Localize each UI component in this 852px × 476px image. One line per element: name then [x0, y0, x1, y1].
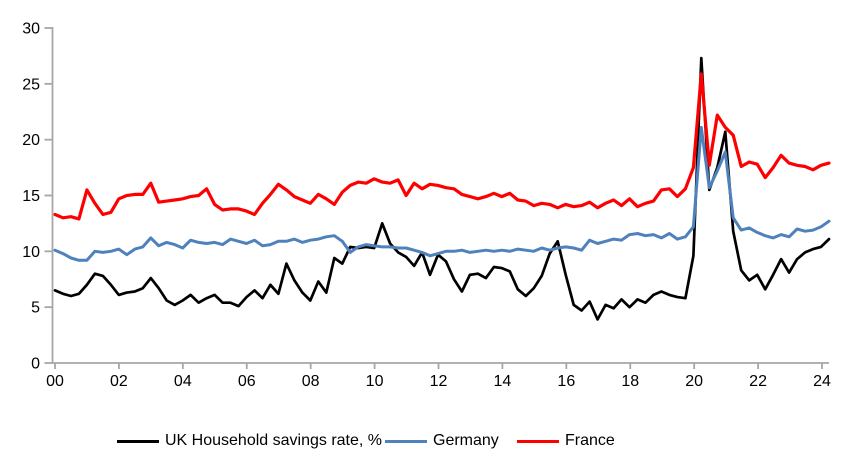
y-tick-label: 15: [22, 188, 40, 205]
x-tick-label: 10: [366, 373, 384, 390]
x-tick-label: 18: [621, 373, 639, 390]
x-tick-label: 20: [685, 373, 703, 390]
y-tick-label: 30: [22, 21, 40, 38]
x-tick-label: 08: [302, 373, 320, 390]
y-tick-label: 20: [22, 132, 40, 149]
x-tick-label: 00: [46, 373, 64, 390]
x-tick-label: 24: [813, 373, 831, 390]
series-line-uk: [53, 56, 831, 321]
x-tick-label: 04: [174, 373, 192, 390]
x-tick-label: 02: [110, 373, 128, 390]
series-line-france: [53, 72, 831, 221]
y-tick-label: 5: [31, 300, 40, 317]
y-tick-label: 0: [31, 356, 40, 373]
x-tick-label: 06: [238, 373, 256, 390]
x-tick-label: 16: [557, 373, 575, 390]
y-tick-label: 25: [22, 76, 40, 93]
x-tick-label: 14: [494, 373, 512, 390]
y-tick-label: 10: [22, 244, 40, 261]
series-line-germany: [53, 125, 831, 262]
x-tick-label: 12: [430, 373, 448, 390]
x-tick-label: 22: [749, 373, 767, 390]
